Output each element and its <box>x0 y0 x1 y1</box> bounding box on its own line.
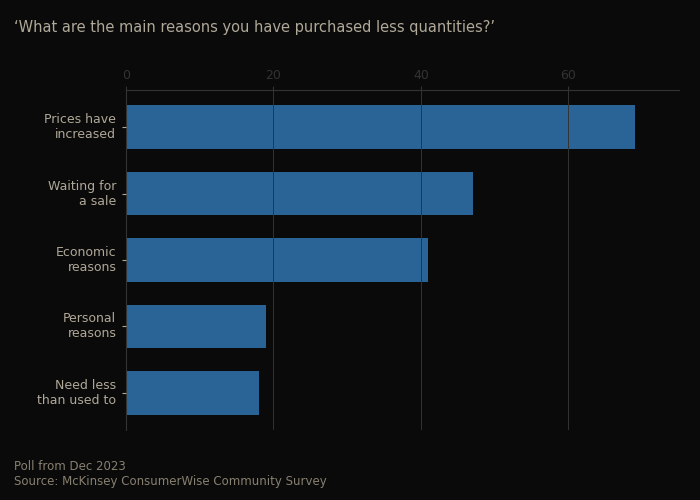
Bar <box>126 172 473 215</box>
Text: Poll from Dec 2023: Poll from Dec 2023 <box>14 460 126 472</box>
Text: Source: McKinsey ConsumerWise Community Survey: Source: McKinsey ConsumerWise Community … <box>14 474 327 488</box>
Bar <box>126 372 259 414</box>
Text: ‘What are the main reasons you have purchased less quantities?’: ‘What are the main reasons you have purc… <box>14 20 495 35</box>
Bar <box>126 305 266 348</box>
Bar <box>126 106 635 148</box>
Bar <box>126 238 428 282</box>
